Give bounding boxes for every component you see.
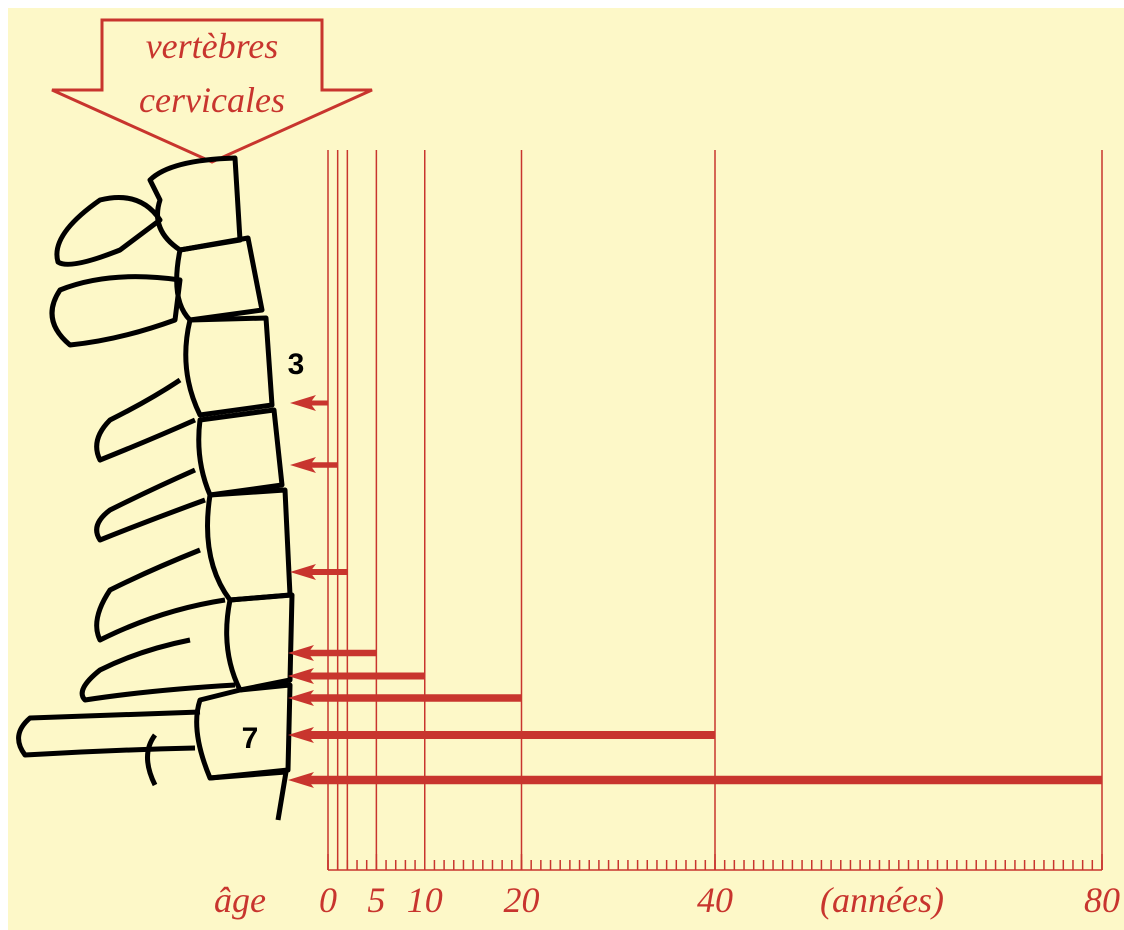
bar xyxy=(306,673,425,680)
x-tick-label: 80 xyxy=(1084,880,1120,920)
vertebra-label: 7 xyxy=(242,722,259,755)
x-tick-label: 40 xyxy=(697,880,733,920)
bar xyxy=(308,462,338,468)
chart-title: cervicales xyxy=(139,80,285,120)
x-tick-label: 0 xyxy=(319,880,337,920)
x-tick-label: 5 xyxy=(367,880,385,920)
bar xyxy=(308,569,347,575)
x-axis-label: âge xyxy=(214,880,266,920)
bar xyxy=(306,731,715,739)
chart: vertèbres cervicales 3 7 âge (années) 05… xyxy=(0,0,1124,930)
x-tick-label: 20 xyxy=(504,880,540,920)
bar xyxy=(306,776,1102,785)
bar xyxy=(306,650,376,657)
chart-title: vertèbres xyxy=(146,26,279,66)
bar xyxy=(306,694,522,702)
x-axis-unit: (années) xyxy=(820,880,944,920)
x-tick-label: 10 xyxy=(407,880,443,920)
vertebra-label: 3 xyxy=(288,348,305,381)
